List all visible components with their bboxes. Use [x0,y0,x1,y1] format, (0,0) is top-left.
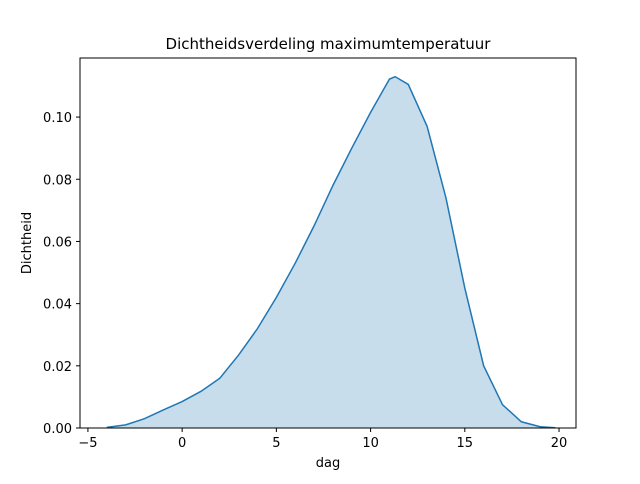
x-tick-label: 15 [457,436,474,451]
y-tick-label: 0.04 [43,298,72,313]
chart-title: Dichtheidsverdeling maximumtemperatuur [166,35,492,53]
plot-frame [79,57,577,429]
y-tick-label: 0.00 [43,422,72,437]
x-tick-label: 20 [551,436,568,451]
x-axis-label: dag [316,456,340,471]
x-tick-label: 10 [362,436,379,451]
y-tick-label: 0.08 [43,173,72,188]
y-tick-label: 0.10 [43,111,72,126]
area-fill [106,76,556,428]
y-axis-label: Dichtheid [20,212,35,274]
x-tick-label: 0 [178,436,186,451]
y-tick-label: 0.02 [43,360,72,375]
x-tick-label: 5 [272,436,280,451]
x-tick-label: −5 [78,436,97,451]
density-line [106,75,556,429]
y-tick-label: 0.06 [43,235,72,250]
